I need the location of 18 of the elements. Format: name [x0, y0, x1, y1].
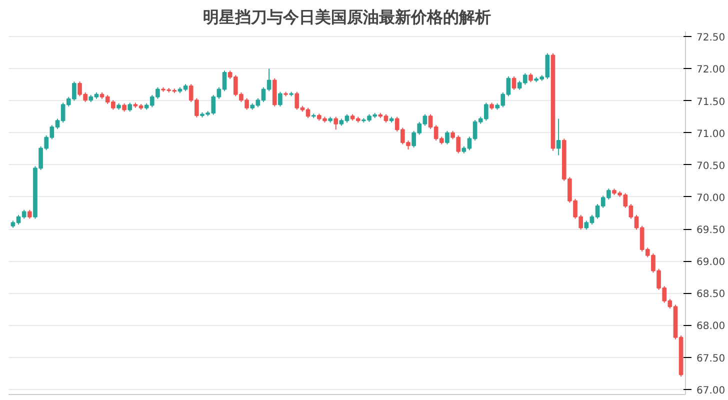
y-tick-label: 72.00 — [696, 64, 726, 76]
y-tick-label: 71.00 — [696, 128, 726, 140]
y-tick-label: 69.00 — [696, 257, 726, 268]
y-tick-label: 67.00 — [696, 385, 726, 396]
chart-title: 明星挡刀与今日美国原油最新价格的解析 — [203, 8, 491, 26]
candlestick — [334, 116, 338, 130]
y-tick-label: 68.50 — [696, 289, 726, 300]
candlestick — [556, 118, 561, 156]
y-tick-label: 72.50 — [696, 32, 726, 44]
y-tick-label: 70.00 — [696, 192, 726, 204]
y-tick-label: 71.50 — [696, 96, 726, 108]
y-tick-label: 68.00 — [696, 321, 726, 332]
y-tick-label: 67.50 — [696, 353, 726, 364]
candlestick — [278, 91, 282, 108]
candlestick — [445, 130, 450, 145]
candlestick — [512, 76, 516, 90]
y-tick-label: 69.50 — [696, 225, 726, 236]
y-tick-label: 70.50 — [696, 160, 726, 172]
